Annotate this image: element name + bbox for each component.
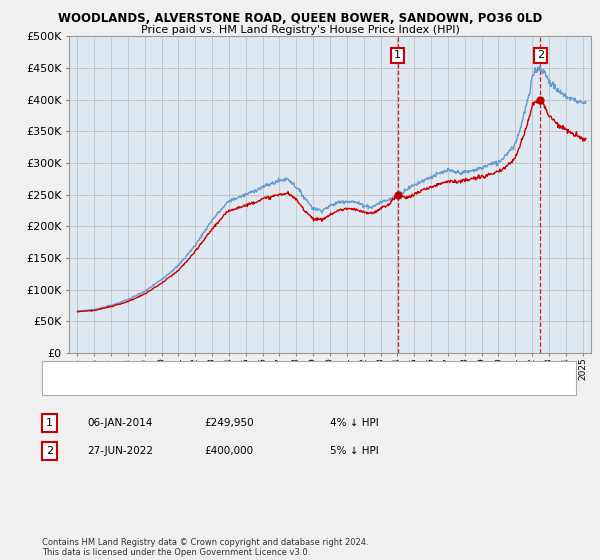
Text: 5% ↓ HPI: 5% ↓ HPI — [330, 446, 379, 456]
Text: Contains HM Land Registry data © Crown copyright and database right 2024.
This d: Contains HM Land Registry data © Crown c… — [42, 538, 368, 557]
Text: 2: 2 — [537, 50, 544, 60]
Text: £400,000: £400,000 — [204, 446, 253, 456]
Text: 06-JAN-2014: 06-JAN-2014 — [87, 418, 152, 428]
Text: £249,950: £249,950 — [204, 418, 254, 428]
Text: WOODLANDS, ALVERSTONE ROAD, QUEEN BOWER, SANDOWN, PO36 0LD: WOODLANDS, ALVERSTONE ROAD, QUEEN BOWER,… — [58, 12, 542, 25]
Text: 1: 1 — [394, 50, 401, 60]
Text: 27-JUN-2022: 27-JUN-2022 — [87, 446, 153, 456]
Text: HPI: Average price, detached house, Isle of Wight: HPI: Average price, detached house, Isle… — [90, 381, 331, 391]
Text: WOODLANDS, ALVERSTONE ROAD, QUEEN BOWER, SANDOWN, PO36 0LD (detached hou: WOODLANDS, ALVERSTONE ROAD, QUEEN BOWER,… — [90, 366, 526, 376]
Text: Price paid vs. HM Land Registry's House Price Index (HPI): Price paid vs. HM Land Registry's House … — [140, 25, 460, 35]
Text: 1: 1 — [46, 418, 53, 428]
Text: 4% ↓ HPI: 4% ↓ HPI — [330, 418, 379, 428]
Text: 2: 2 — [46, 446, 53, 456]
